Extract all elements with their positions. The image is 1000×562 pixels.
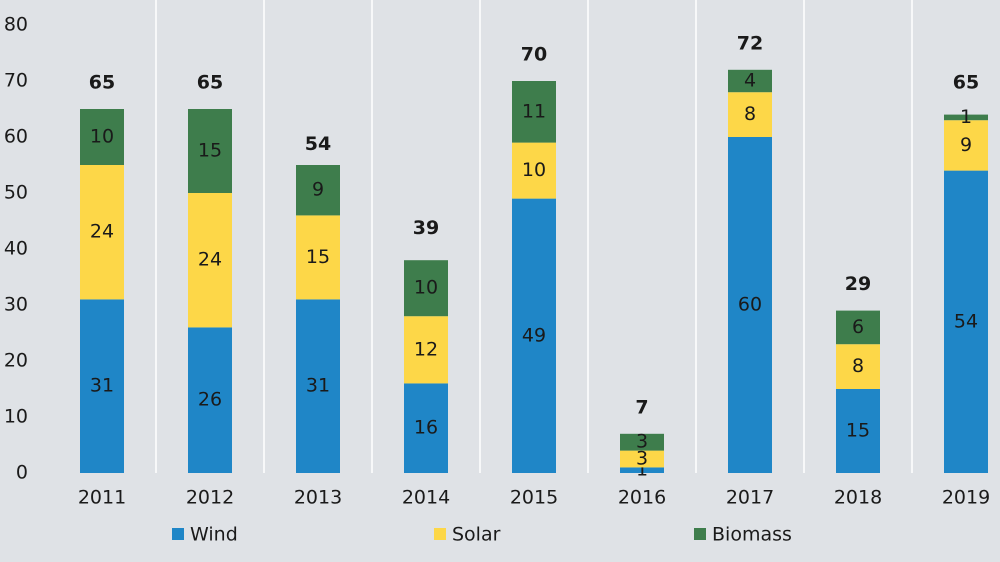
y-tick-label: 50 (4, 182, 28, 204)
y-tick-label: 40 (4, 238, 28, 260)
legend-swatch (694, 528, 706, 540)
x-tick-label: 2018 (834, 487, 882, 509)
value-label: 8 (852, 355, 864, 377)
bar-segment (836, 310, 880, 345)
value-label: 24 (90, 221, 114, 243)
bar-segment (620, 433, 664, 451)
total-label: 7 (635, 396, 648, 418)
x-tick-label: 2014 (402, 487, 450, 509)
total-label: 65 (89, 72, 115, 94)
value-label: 15 (198, 140, 222, 162)
x-tick-label: 2015 (510, 487, 558, 509)
legend-swatch (434, 528, 446, 540)
bar-segment (836, 389, 880, 473)
value-label: 9 (312, 179, 324, 201)
bar-segment (620, 467, 664, 473)
total-label: 65 (197, 72, 223, 94)
y-tick-label: 70 (4, 70, 28, 92)
value-label: 31 (90, 375, 114, 397)
legend-label: Wind (190, 524, 238, 546)
value-label: 8 (744, 103, 756, 125)
y-tick-label: 0 (16, 462, 28, 484)
bar-segment (512, 142, 556, 199)
total-label: 65 (953, 72, 979, 94)
value-label: 11 (522, 100, 546, 122)
value-label: 60 (738, 294, 762, 316)
bar-segment (728, 137, 772, 473)
legend-label: Solar (452, 524, 501, 546)
value-label: 10 (90, 126, 114, 148)
bar-segment (404, 383, 448, 473)
bar-segment (836, 344, 880, 389)
bar-segment (404, 316, 448, 384)
bar-segment (188, 193, 232, 328)
x-tick-label: 2013 (294, 487, 342, 509)
y-tick-label: 10 (4, 406, 28, 428)
value-label: 10 (522, 159, 546, 181)
value-label: 26 (198, 389, 222, 411)
bar-segment (512, 198, 556, 473)
value-label: 49 (522, 324, 546, 346)
x-tick-label: 2011 (78, 487, 126, 509)
y-tick-label: 20 (4, 350, 28, 372)
value-label: 24 (198, 249, 222, 271)
bar-segment (80, 109, 124, 165)
bar-segment (728, 92, 772, 137)
total-label: 70 (521, 44, 547, 66)
total-label: 72 (737, 32, 763, 54)
value-label: 3 (636, 431, 648, 453)
bar-segment (728, 69, 772, 93)
value-label: 9 (960, 134, 972, 156)
bar-segment (620, 450, 664, 468)
x-tick-label: 2016 (618, 487, 666, 509)
y-tick-label: 60 (4, 126, 28, 148)
total-label: 54 (305, 133, 331, 155)
value-label: 54 (954, 310, 978, 332)
bar-segment (512, 81, 556, 143)
bar-segment (944, 170, 988, 473)
total-label: 39 (413, 217, 439, 239)
bar-segment (80, 165, 124, 300)
legend-swatch (172, 528, 184, 540)
bar-segment (296, 215, 340, 300)
bar-segment (296, 165, 340, 216)
total-label: 29 (845, 273, 871, 295)
value-label: 3 (636, 448, 648, 470)
y-tick-label: 80 (4, 14, 28, 36)
x-tick-label: 2019 (942, 487, 990, 509)
value-label: 31 (306, 375, 330, 397)
value-label: 1 (960, 106, 972, 128)
value-label: 16 (414, 417, 438, 439)
value-label: 15 (846, 420, 870, 442)
legend-label: Biomass (712, 524, 792, 546)
value-label: 15 (306, 246, 330, 268)
y-tick-label: 30 (4, 294, 28, 316)
bar-segment (944, 120, 988, 171)
value-label: 12 (414, 338, 438, 360)
bar-segment (188, 109, 232, 193)
x-tick-label: 2012 (186, 487, 234, 509)
x-tick-label: 2017 (726, 487, 774, 509)
value-label: 4 (744, 70, 756, 92)
bar-segment (944, 114, 988, 121)
bar-segment (188, 327, 232, 473)
bar-segment (404, 260, 448, 317)
bar-segment (80, 299, 124, 473)
value-label: 6 (852, 316, 864, 338)
value-label: 10 (414, 277, 438, 299)
bar-segment (296, 299, 340, 473)
